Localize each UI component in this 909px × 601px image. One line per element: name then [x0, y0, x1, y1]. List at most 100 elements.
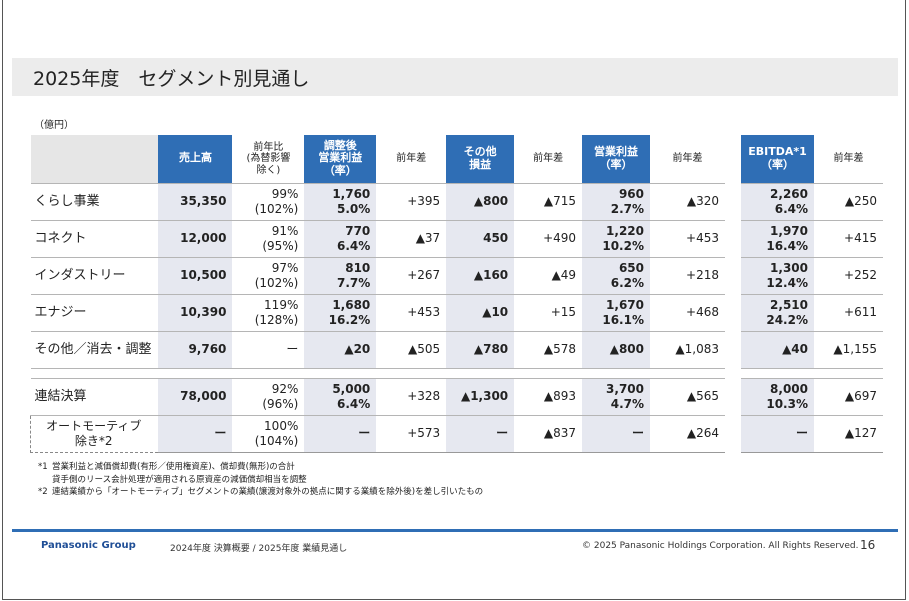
- footnote-1: *1 営業利益と減価償却費(有形／使用権資産)、償却費(無形)の合計: [38, 461, 483, 474]
- unit-label: （億円）: [34, 120, 74, 131]
- table-cell: ▲1,300: [446, 377, 515, 416]
- header-text: 前年比 (為替影響 除く): [246, 141, 291, 176]
- table-cell: ー: [304, 415, 377, 453]
- table-cell: 2,260 6.4%: [741, 183, 814, 221]
- table-cell: ▲780: [446, 331, 515, 369]
- table-row: 1,970 16.4% +415: [741, 220, 883, 258]
- header-ebitda-diff: 前年差: [814, 135, 883, 184]
- header-diff-1: 前年差: [376, 135, 447, 184]
- table-row: ー ▲127: [741, 415, 883, 453]
- row-spacer: [31, 368, 726, 378]
- table-cell: 1,760 5.0%: [304, 183, 377, 221]
- table-row: 連結決算 78,000 92% (96%) 5,000 6.4% +328 ▲1,300 ▲89…: [30, 377, 725, 416]
- table-cell: +453: [376, 294, 447, 332]
- table-row: くらし事業 35,350 99% (102%) 1,760 5.0% +395 ▲800 ▲71…: [30, 183, 725, 221]
- table-cell: ▲800: [446, 183, 515, 221]
- row-label: その他／消去・調整: [30, 331, 159, 369]
- header-diff-3: 前年差: [650, 135, 725, 184]
- row-label: インダストリー: [30, 257, 159, 295]
- table-cell: 450: [446, 220, 515, 258]
- table-cell: +453: [650, 220, 725, 258]
- table-cell: 1,970 16.4%: [741, 220, 814, 258]
- table-cell: ー: [582, 415, 650, 453]
- table-cell: 1,680 16.2%: [304, 294, 377, 332]
- footnote-mark: *1: [38, 462, 48, 472]
- table-cell: 12,000: [158, 220, 233, 258]
- copyright: © 2025 Panasonic Holdings Corporation. A…: [582, 541, 859, 551]
- table-cell: 10,500: [158, 257, 233, 295]
- table-cell: ▲160: [446, 257, 515, 295]
- footnotes: *1 営業利益と減価償却費(有形／使用権資産)、償却費(無形)の合計 貸手側のリー…: [38, 461, 483, 499]
- table-cell: 650 6.2%: [582, 257, 650, 295]
- table-cell: ▲37: [376, 220, 447, 258]
- table-cell: 5,000 6.4%: [304, 377, 377, 416]
- row-label: くらし事業: [30, 183, 159, 221]
- row-label: 連結決算: [30, 377, 159, 416]
- header-other-pl: その他 損益: [446, 135, 515, 184]
- row-spacer: [741, 368, 883, 378]
- table-cell: 1,670 16.1%: [582, 294, 650, 332]
- table-cell: 100% (104%): [232, 415, 305, 453]
- table-cell: 91% (95%): [232, 220, 305, 258]
- table-cell: 3,700 4.7%: [582, 377, 650, 416]
- table-cell: ▲10: [446, 294, 515, 332]
- table-cell: +218: [650, 257, 725, 295]
- table-row: 8,000 10.3% ▲697: [741, 377, 883, 416]
- table-cell: +252: [814, 257, 883, 295]
- table-row: オートモーティブ 除き*2 ー 100% (104%) ー +573 ー ▲837 ー ▲264: [30, 415, 725, 453]
- main-header-row: 売上高 前年比 (為替影響 除く) 調整後 営業利益 （率） 前年差 その他 損益 前年差…: [30, 135, 725, 184]
- table-cell: 810 7.7%: [304, 257, 377, 295]
- footnote-1-cont: 貸手側のリース会計処理が適用される原資産の減価償却相当を調整: [38, 474, 483, 487]
- header-text: 前年差: [672, 153, 703, 164]
- page-number: 16: [860, 538, 876, 552]
- table-cell: ▲1,155: [814, 331, 883, 369]
- table-cell: ▲264: [650, 415, 725, 453]
- ebitda-table-body: 2,260 6.4% ▲250 1,970 16.4% +415 1,300 12.4% +25…: [741, 183, 883, 453]
- table-cell: ▲578: [514, 331, 583, 369]
- header-op-profit: 営業利益 （率）: [582, 135, 650, 184]
- table-cell: 97% (102%): [232, 257, 305, 295]
- table-cell: ー: [158, 415, 233, 453]
- table-cell: ▲565: [650, 377, 725, 416]
- header-yoy-ratio: 前年比 (為替影響 除く): [232, 135, 305, 184]
- table-cell: +468: [650, 294, 725, 332]
- table-cell: ▲40: [741, 331, 814, 369]
- brand-logo: Panasonic Group: [41, 540, 136, 551]
- footer-rule: [12, 529, 898, 532]
- table-cell: +415: [814, 220, 883, 258]
- table-cell: 10,390: [158, 294, 233, 332]
- table-cell: ▲697: [814, 377, 883, 416]
- table-row: 2,260 6.4% ▲250: [741, 183, 883, 221]
- table-cell: ▲320: [650, 183, 725, 221]
- ebitda-header-row: EBITDA*1 （率） 前年差: [741, 135, 883, 184]
- segment-forecast-table: 売上高 前年比 (為替影響 除く) 調整後 営業利益 （率） 前年差 その他 損益 前年差…: [30, 135, 725, 453]
- table-row: エナジー 10,390 119% (128%) 1,680 16.2% +453 ▲10 +15…: [30, 294, 725, 332]
- ebitda-table: EBITDA*1 （率） 前年差 2,260 6.4% ▲250 1,970 16.4% +…: [741, 135, 883, 453]
- table-cell: +15: [514, 294, 583, 332]
- table-cell: ▲1,083: [650, 331, 725, 369]
- header-text: 売上高: [178, 151, 212, 165]
- footnote-mark: *2: [38, 487, 48, 497]
- table-cell: 8,000 10.3%: [741, 377, 814, 416]
- table-cell: 35,350: [158, 183, 233, 221]
- table-cell: +490: [514, 220, 583, 258]
- table-cell: 78,000: [158, 377, 233, 416]
- table-row: インダストリー 10,500 97% (102%) 810 7.7% +267 ▲160 ▲49…: [30, 257, 725, 295]
- table-row: 1,300 12.4% +252: [741, 257, 883, 295]
- table-cell: ▲127: [814, 415, 883, 453]
- table-cell: ▲893: [514, 377, 583, 416]
- table-cell: ー: [446, 415, 515, 453]
- table-cell: 1,220 10.2%: [582, 220, 650, 258]
- header-adjusted-op: 調整後 営業利益 （率）: [304, 135, 377, 184]
- table-row: 2,510 24.2% +611: [741, 294, 883, 332]
- header-text: その他 損益: [463, 145, 497, 171]
- title-bar: [12, 58, 898, 96]
- footnote-text: 連結業績から「オートモーティブ」セグメントの業績(譲渡対象外の拠点に関する業績を…: [52, 487, 484, 497]
- table-cell: ▲800: [582, 331, 650, 369]
- table-cell: ▲505: [376, 331, 447, 369]
- table-cell: +573: [376, 415, 447, 453]
- table-cell: +611: [814, 294, 883, 332]
- footnote-text: 営業利益と減価償却費(有形／使用権資産)、償却費(無形)の合計: [52, 462, 295, 472]
- header-text: 前年差: [396, 153, 427, 164]
